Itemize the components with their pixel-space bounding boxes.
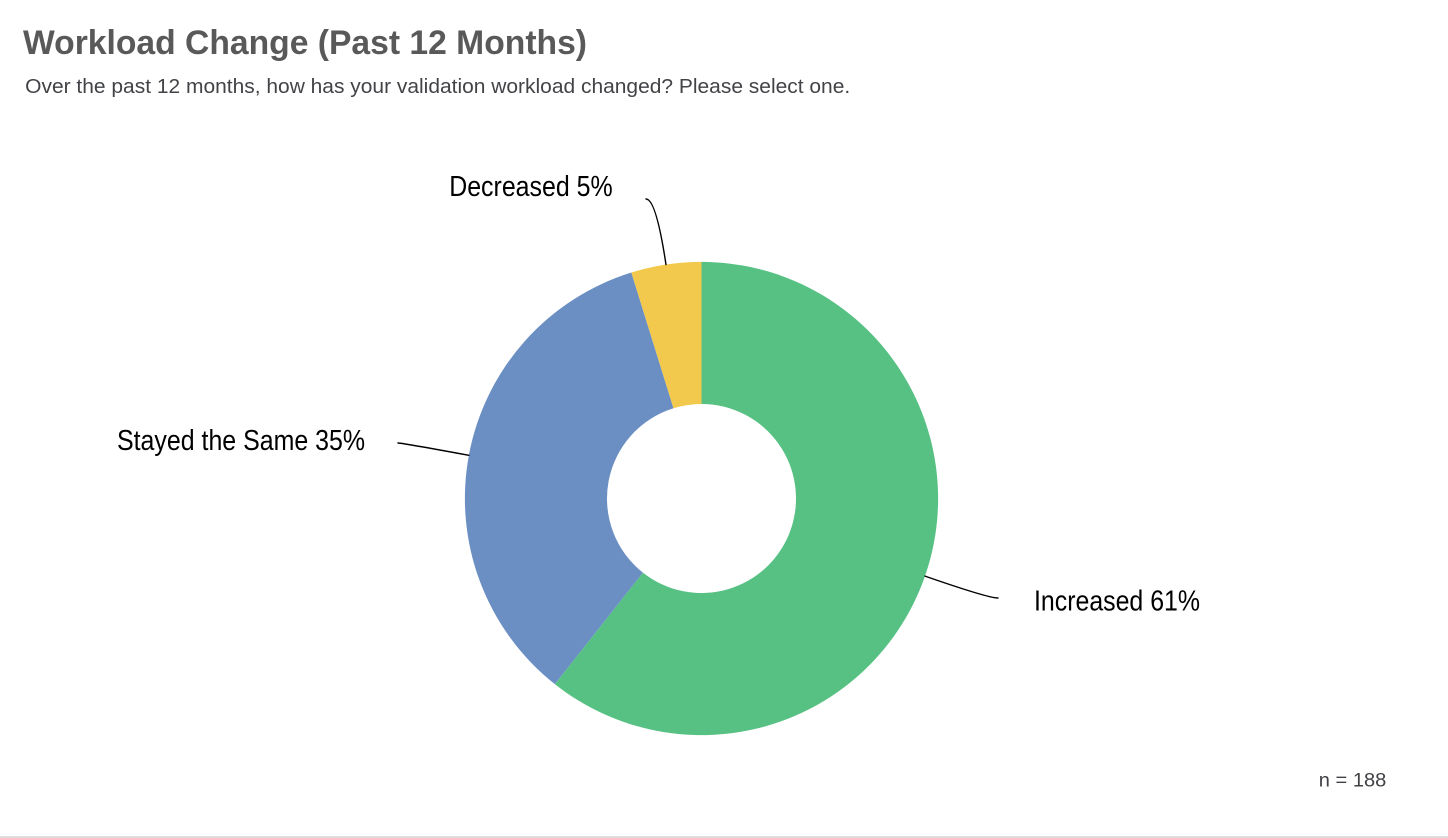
svg-text:Workload Change (Past 12 Month: Workload Change (Past 12 Months): [23, 24, 587, 62]
svg-text:Over the past 12 months, how h: Over the past 12 months, how has your va…: [25, 76, 850, 98]
svg-text:Increased 61%: Increased 61%: [1034, 586, 1200, 618]
svg-text:Stayed the Same 35%: Stayed the Same 35%: [117, 425, 365, 457]
svg-text:Decreased 5%: Decreased 5%: [449, 171, 613, 203]
svg-text:n = 188: n = 188: [1319, 770, 1387, 792]
